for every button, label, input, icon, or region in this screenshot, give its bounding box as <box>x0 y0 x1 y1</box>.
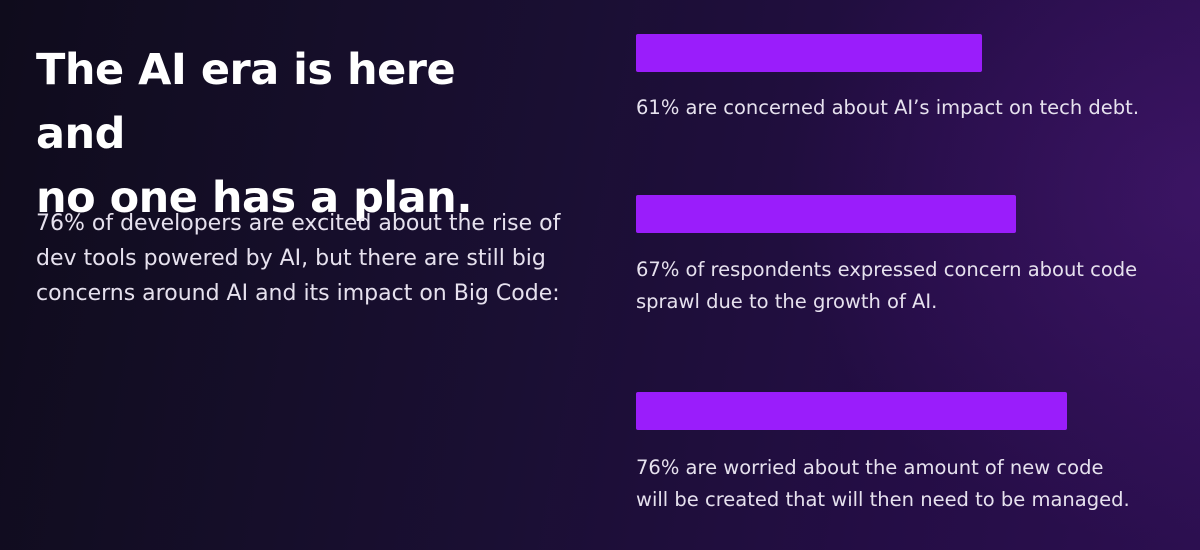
bar-track <box>636 392 1176 430</box>
stat-item: 67% of respondents expressed concern abo… <box>636 195 1176 318</box>
headline: The AI era is here and no one has a plan. <box>36 45 473 223</box>
stat-item: 76% are worried about the amount of new … <box>636 392 1176 516</box>
bar-new-code <box>636 392 1067 430</box>
bar-tech-debt <box>636 34 982 72</box>
stat-label-code-sprawl: 67% of respondents expressed concern abo… <box>636 258 1138 313</box>
stat-label-tech-debt: 61% are concerned about AI’s impact on t… <box>636 96 1140 119</box>
bar-track <box>636 195 1176 233</box>
intro-paragraph: 76% of developers are excited about the … <box>36 211 561 306</box>
stat-label-new-code: 76% are worried about the amount of new … <box>636 456 1130 511</box>
bar-track <box>636 34 1176 72</box>
bar-code-sprawl <box>636 195 1016 233</box>
stat-item: 61% are concerned about AI’s impact on t… <box>636 34 1176 124</box>
